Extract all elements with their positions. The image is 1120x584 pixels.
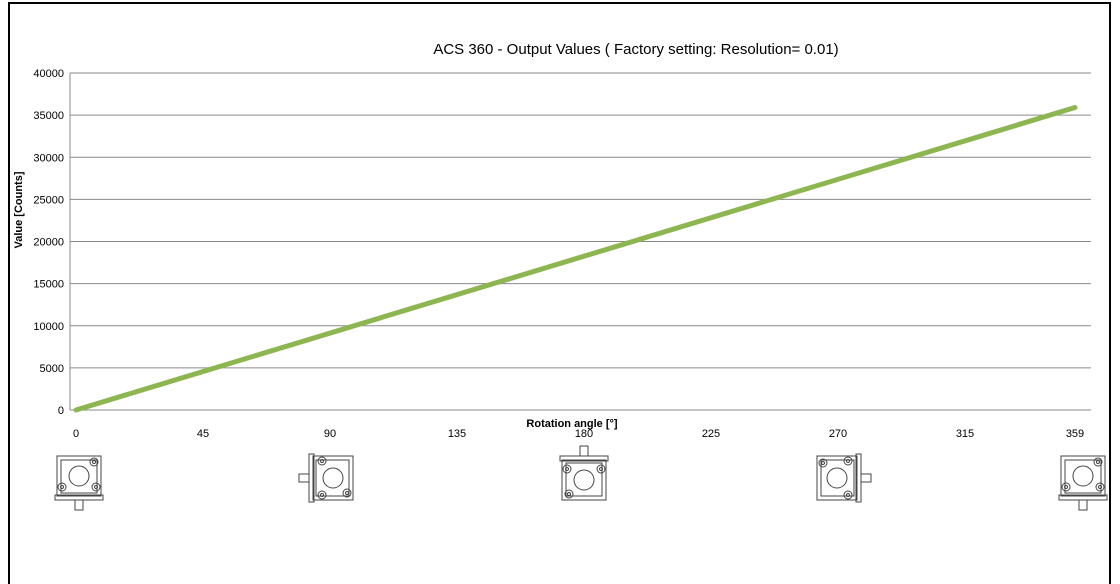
y-tick-label: 40000 [33,68,64,80]
x-tick-label: 270 [829,428,847,440]
x-axis-label: Rotation angle [°] [526,418,618,430]
y-tick-label: 20000 [33,237,64,249]
chart-title: ACS 360 - Output Values ( Factory settin… [433,41,838,58]
x-tick-labels: 0 45 90 135 180 225 270 315 359 [73,428,1084,440]
series [73,105,1078,413]
series-line [73,105,1078,413]
x-tick-label: 180 [575,428,593,440]
y-tick-label: 0 [58,405,64,417]
y-tick-labels: 0 5000 10000 15000 20000 25000 30000 35000 40000 [33,68,64,417]
chart-frame [8,2,1111,584]
y-axis-label: Value [Counts] [13,171,25,248]
x-tick-label: 45 [197,428,209,440]
sensor-housing-icon [1058,455,1108,511]
x-tick-label: 90 [324,428,336,440]
sensor-housing-icon [559,445,609,501]
x-tick-label: 359 [1066,428,1084,440]
y-tick-label: 35000 [33,110,64,122]
sensor-housing-icon [54,455,104,511]
x-tick-label: 315 [956,428,974,440]
sensor-housing-icon [298,453,354,503]
sensor-icons [54,445,1108,511]
sensor-housing-icon [816,453,872,503]
grid [69,72,1091,411]
y-tick-label: 10000 [33,321,64,333]
y-tick-label: 30000 [33,152,64,164]
y-tick-label: 5000 [40,363,64,375]
x-tick-label: 135 [448,428,466,440]
x-tick-label: 225 [702,428,720,440]
x-tick-label: 0 [73,428,79,440]
y-tick-label: 25000 [33,194,64,206]
y-tick-label: 15000 [33,279,64,291]
